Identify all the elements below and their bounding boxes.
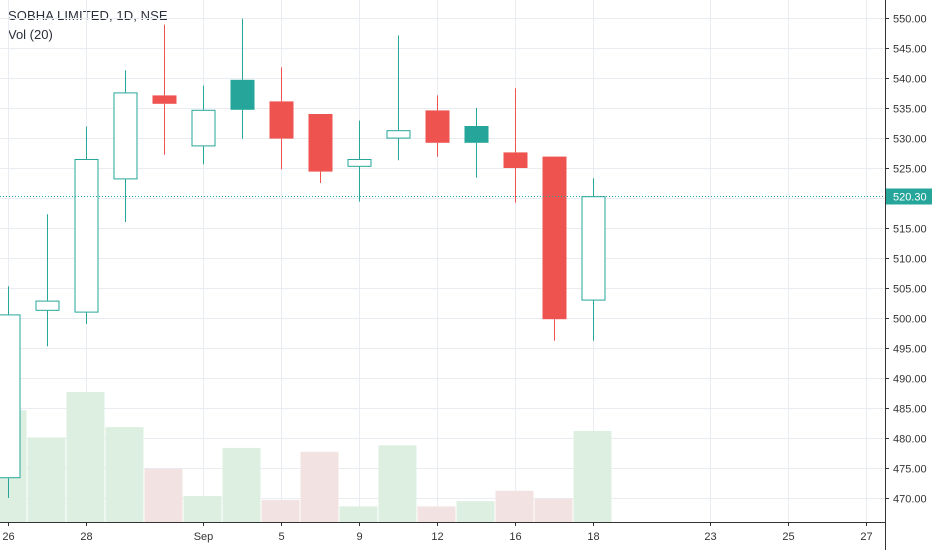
time-tick-label: 23	[704, 531, 716, 543]
candle-body	[269, 101, 294, 139]
price-tick-label: 500.00	[893, 314, 927, 326]
price-tick-label: 490.00	[893, 374, 927, 386]
candle-body	[0, 314, 21, 479]
price-axis[interactable]: 470.00 475.00 480.00 485.00 490.00 495.00 500.…	[885, 0, 932, 550]
candle-body	[74, 159, 99, 313]
candle-body	[542, 156, 567, 320]
candle-body	[113, 92, 138, 180]
time-tick-label: Sep	[194, 531, 214, 543]
candle	[152, 24, 177, 155]
candle	[35, 214, 60, 347]
candle	[308, 114, 333, 183]
price-tick-label: 475.00	[893, 464, 927, 476]
volume-bar	[378, 445, 417, 522]
price-tick-label: 470.00	[893, 494, 927, 506]
price-tick-label: 530.00	[893, 134, 927, 146]
candle-body	[425, 110, 450, 143]
candle	[386, 35, 411, 161]
time-tick-label: 18	[587, 531, 599, 543]
candle	[74, 126, 99, 324]
candle	[230, 18, 255, 139]
price-tick-label: 505.00	[893, 284, 927, 296]
volume-bar	[339, 506, 378, 522]
candle	[542, 156, 567, 341]
volume-bar	[261, 499, 300, 522]
candle	[464, 108, 489, 178]
time-tick-label: 25	[782, 531, 794, 543]
price-tick-label: 510.00	[893, 254, 927, 266]
price-tick-label: 525.00	[893, 164, 927, 176]
volume-bar	[183, 496, 222, 522]
candle-body	[581, 196, 606, 301]
candle-body	[503, 152, 528, 168]
time-tick-label: 9	[356, 531, 362, 543]
candle-body	[464, 126, 489, 143]
price-tick-label: 550.00	[893, 14, 927, 26]
candle-body	[35, 300, 60, 311]
time-tick-label: 28	[80, 531, 92, 543]
candle	[347, 120, 372, 202]
candle	[113, 70, 138, 222]
candle	[425, 95, 450, 157]
volume-bar	[573, 431, 612, 522]
price-tick-label: 540.00	[893, 74, 927, 86]
candle-body	[386, 130, 411, 139]
volume-bar	[27, 437, 66, 522]
volume-bar	[300, 451, 339, 522]
candle	[581, 178, 606, 341]
price-tick-label: 485.00	[893, 404, 927, 416]
volume-bar	[222, 447, 261, 522]
candle-body	[191, 109, 216, 147]
time-axis[interactable]: 26 28 Sep 5 9 12 16 18 23 25 27	[0, 522, 885, 543]
time-tick-label: 12	[431, 531, 443, 543]
last-price-tag	[886, 188, 932, 205]
price-tick-label: 495.00	[893, 344, 927, 356]
time-tick-label: 5	[278, 531, 284, 543]
volume-bar	[105, 427, 144, 522]
time-tick-label: 26	[2, 531, 14, 543]
candle-body	[347, 159, 372, 167]
symbol-title[interactable]: SOBHA LIMITED, 1D, NSE	[8, 8, 168, 23]
time-tick-label: 27	[860, 531, 872, 543]
candle	[503, 88, 528, 203]
price-tick-label: 535.00	[893, 104, 927, 116]
grid	[0, 0, 885, 522]
candle	[191, 85, 216, 165]
volume-bar	[495, 490, 534, 522]
chart-legend: SOBHA LIMITED, 1D, NSE Vol (20)	[8, 6, 168, 44]
volume-bar	[456, 501, 495, 522]
candle	[269, 67, 294, 170]
volume-bar	[144, 468, 183, 522]
time-tick-label: 16	[509, 531, 521, 543]
candle	[0, 286, 21, 498]
volume-bars	[0, 392, 612, 522]
last-price-tag-label: 520.30	[893, 192, 927, 204]
candle-body	[152, 95, 177, 104]
volume-bar	[66, 392, 105, 522]
candles	[0, 18, 606, 498]
price-tick-label: 515.00	[893, 224, 927, 236]
price-tick-label: 545.00	[893, 44, 927, 56]
volume-indicator-label[interactable]: Vol (20)	[8, 27, 53, 42]
volume-bar	[534, 498, 573, 522]
candle-body	[230, 79, 255, 110]
price-tick-label: 480.00	[893, 434, 927, 446]
volume-bar	[417, 506, 456, 522]
candle-body	[308, 114, 333, 172]
